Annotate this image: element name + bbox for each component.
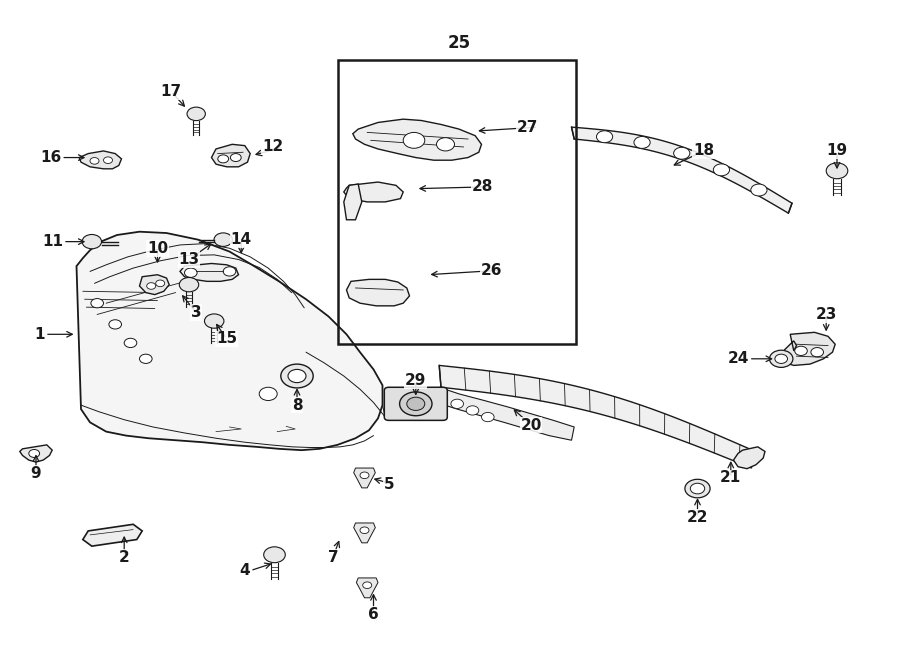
Text: 5: 5 (383, 477, 394, 492)
Circle shape (156, 280, 165, 287)
Circle shape (91, 299, 104, 308)
Text: 17: 17 (160, 84, 182, 99)
Polygon shape (356, 578, 378, 598)
Circle shape (29, 449, 40, 457)
Text: 29: 29 (405, 373, 427, 388)
Polygon shape (353, 119, 482, 160)
Circle shape (124, 338, 137, 348)
Circle shape (288, 369, 306, 383)
Text: 14: 14 (230, 232, 252, 247)
Text: 2: 2 (119, 550, 130, 565)
Text: 16: 16 (40, 150, 61, 165)
Circle shape (714, 164, 730, 176)
Circle shape (140, 354, 152, 363)
Text: 25: 25 (447, 34, 471, 52)
Polygon shape (354, 468, 375, 488)
Circle shape (187, 107, 205, 120)
Circle shape (90, 158, 99, 164)
Polygon shape (436, 387, 574, 440)
Circle shape (281, 364, 313, 388)
Circle shape (826, 163, 848, 179)
Text: 15: 15 (216, 332, 238, 346)
Circle shape (673, 147, 690, 160)
Circle shape (223, 267, 236, 276)
Polygon shape (354, 523, 375, 543)
Text: 13: 13 (178, 252, 200, 267)
Polygon shape (20, 445, 52, 462)
Circle shape (775, 354, 788, 363)
Polygon shape (734, 447, 765, 469)
Circle shape (451, 399, 464, 408)
Text: 6: 6 (368, 607, 379, 622)
Text: 19: 19 (826, 144, 848, 158)
Text: 8: 8 (292, 398, 302, 412)
Text: 10: 10 (147, 241, 168, 256)
Circle shape (407, 397, 425, 410)
Text: 18: 18 (693, 144, 715, 158)
Polygon shape (572, 127, 792, 213)
Circle shape (770, 350, 793, 367)
Polygon shape (439, 365, 752, 468)
Circle shape (436, 138, 454, 151)
Circle shape (104, 157, 112, 164)
Text: 7: 7 (328, 550, 338, 565)
Text: 4: 4 (239, 563, 250, 578)
Polygon shape (346, 279, 410, 306)
Polygon shape (212, 144, 250, 167)
Text: 12: 12 (262, 140, 284, 154)
Circle shape (82, 234, 102, 249)
Text: 28: 28 (472, 179, 493, 194)
Circle shape (811, 348, 824, 357)
Circle shape (690, 483, 705, 494)
Circle shape (259, 387, 277, 401)
Circle shape (360, 472, 369, 479)
Circle shape (597, 131, 613, 143)
Polygon shape (344, 184, 362, 220)
Circle shape (751, 184, 767, 196)
Text: 11: 11 (42, 234, 63, 249)
Circle shape (685, 479, 710, 498)
Polygon shape (76, 232, 382, 450)
Polygon shape (140, 275, 169, 295)
Circle shape (264, 547, 285, 563)
Circle shape (795, 346, 807, 355)
Circle shape (204, 314, 224, 328)
Polygon shape (180, 263, 238, 281)
Circle shape (184, 268, 197, 277)
Circle shape (179, 277, 199, 292)
Circle shape (218, 155, 229, 163)
Text: 3: 3 (191, 305, 202, 320)
Circle shape (466, 406, 479, 415)
Text: 21: 21 (720, 471, 742, 485)
Polygon shape (344, 182, 403, 202)
Circle shape (403, 132, 425, 148)
Circle shape (147, 283, 156, 289)
Circle shape (400, 392, 432, 416)
Text: 20: 20 (520, 418, 542, 432)
Circle shape (109, 320, 122, 329)
Text: 26: 26 (481, 263, 502, 277)
FancyBboxPatch shape (384, 387, 447, 420)
Circle shape (482, 412, 494, 422)
Circle shape (214, 233, 232, 246)
Text: 23: 23 (815, 307, 837, 322)
Text: 27: 27 (517, 120, 538, 134)
Polygon shape (783, 332, 835, 365)
Circle shape (363, 582, 372, 589)
Text: 24: 24 (727, 352, 749, 366)
Circle shape (360, 527, 369, 534)
Text: 1: 1 (34, 327, 45, 342)
Text: 22: 22 (687, 510, 708, 525)
Circle shape (634, 136, 650, 148)
Circle shape (230, 154, 241, 162)
Bar (338, 60, 576, 344)
Polygon shape (83, 524, 142, 546)
Text: 9: 9 (31, 466, 41, 481)
Polygon shape (79, 151, 122, 169)
